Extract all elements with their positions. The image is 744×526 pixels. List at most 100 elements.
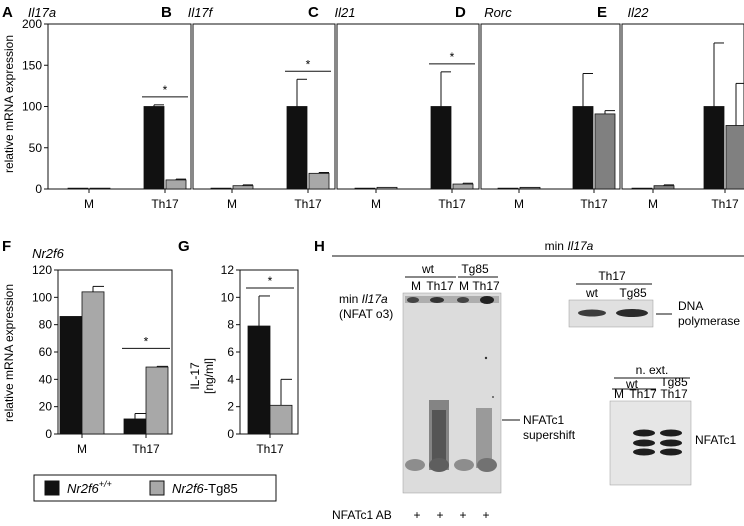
legend-label-wt-gene: Nr2f6 <box>67 481 100 496</box>
bar <box>308 172 330 190</box>
bar <box>247 325 271 435</box>
nfat-blot-lane-1: M <box>614 387 624 401</box>
gel-lane-1: M <box>411 279 421 293</box>
chart-b: M Th17 * <box>192 23 336 211</box>
dna-blot-sublabel: polymerase <box>678 314 740 328</box>
ylabel-a: relative mRNA expression <box>2 35 16 173</box>
dna-blot-header: Th17 <box>598 269 626 283</box>
panel-letter-h: H <box>314 238 325 255</box>
legend: Nr2f6+/+ Nr2f6-Tg85 <box>33 474 277 502</box>
x-tick-label: Th17 <box>151 197 179 211</box>
x-tick-label: M <box>84 197 94 211</box>
y-tick-label: 150 <box>22 58 42 72</box>
ab-mark-3: + <box>459 508 466 522</box>
chart-g: 0 2 4 6 8 10 12 Th17 * <box>221 263 299 456</box>
y-tick-label: 0 <box>35 182 42 196</box>
bar <box>165 179 187 190</box>
y-tick-label: 120 <box>32 263 52 277</box>
bar <box>59 316 83 435</box>
ab-mark-4: + <box>482 508 489 522</box>
title-b: Il17f <box>188 5 214 20</box>
chart-d-frame <box>480 23 621 190</box>
x-tick-label: M <box>371 197 381 211</box>
legend-label-tg: Nr2f6-Tg85 <box>172 481 238 496</box>
gel-lane-4: Th17 <box>472 279 500 293</box>
panel-letters: A B C D E F G H <box>2 4 607 255</box>
significance-star: * <box>268 274 273 288</box>
supershift-label: NFATc1 <box>523 413 564 427</box>
y-tick-label: 10 <box>221 290 235 304</box>
bar <box>725 125 744 190</box>
bar <box>376 186 398 190</box>
gel-group-wt: wt <box>421 262 435 276</box>
title-d: Rorc <box>484 5 512 20</box>
panel-letter-f: F <box>2 238 11 255</box>
significance-star: * <box>144 334 149 348</box>
chart-titles: Il17a Il17f Il21 Rorc Il22 Nr2f6 <box>28 5 649 261</box>
ab-label: NFATc1 AB <box>332 508 392 522</box>
legend-swatch-wt <box>44 480 60 496</box>
x-tick-label: Th17 <box>132 442 160 456</box>
bar <box>452 183 474 190</box>
legend-label-wt-genotype: +/+ <box>99 479 112 489</box>
x-tick-label: Th17 <box>580 197 608 211</box>
gel-probe-sublabel: (NFAT o3) <box>339 307 393 321</box>
significance-star: * <box>450 50 455 64</box>
x-tick-label: M <box>227 197 237 211</box>
y-tick-label: 12 <box>221 263 235 277</box>
chart-c-frame <box>336 23 480 190</box>
panel-letter-a: A <box>2 4 13 21</box>
y-tick-label: 6 <box>227 345 234 359</box>
panel-h-header: min Il17a <box>545 239 594 253</box>
chart-d: M Th17 <box>480 23 621 211</box>
ylabel-f: relative mRNA expression <box>2 284 16 422</box>
x-tick-label: M <box>648 197 658 211</box>
panel-letter-d: D <box>455 4 466 21</box>
panel-h-header-prefix: min <box>545 239 568 253</box>
chart-e-frame <box>621 23 744 190</box>
supershift-sublabel: supershift <box>523 428 576 442</box>
bar <box>354 187 376 190</box>
panel-letter-c: C <box>308 4 319 21</box>
dna-blot-label: DNA <box>678 299 703 313</box>
legend-swatch-tg <box>149 480 165 496</box>
x-tick-label: M <box>77 442 87 456</box>
bar <box>81 291 105 435</box>
bar <box>594 113 616 190</box>
panel-letter-b: B <box>161 4 172 21</box>
panel-h: min Il17a wt Tg85 M Th17 M Th17 min Il17… <box>332 239 744 522</box>
chart-e: M Th17 <box>621 23 744 211</box>
chart-a: 0 50 100 150 200 M Th17 * <box>22 17 192 211</box>
gel-lane-3: M <box>459 279 469 293</box>
title-a: Il17a <box>28 5 56 20</box>
nfat-blot-lane-3: Th17 <box>660 387 688 401</box>
bar <box>572 106 594 190</box>
ab-mark-2: + <box>436 508 443 522</box>
y-tick-label: 80 <box>39 318 53 332</box>
dna-blot-lane-2: Tg85 <box>619 286 647 300</box>
y-tick-label: 50 <box>29 141 43 155</box>
bar <box>703 106 725 190</box>
y-tick-label: 200 <box>22 17 42 31</box>
y-tick-label: 100 <box>22 100 42 114</box>
dna-blot-lane-1: wt <box>585 286 599 300</box>
bar <box>67 187 89 190</box>
bar <box>497 187 519 190</box>
emsa-gel-image <box>402 292 502 494</box>
panel-h-header-gene: Il17a <box>567 239 593 253</box>
bar <box>519 186 541 190</box>
ylabel-g: IL-17 <box>188 362 202 390</box>
dna-polymerase-blot-image <box>568 299 654 328</box>
gel-lane-2: Th17 <box>426 279 454 293</box>
x-tick-label: Th17 <box>438 197 466 211</box>
y-tick-label: 60 <box>39 345 53 359</box>
y-tick-label: 20 <box>39 400 53 414</box>
bar <box>286 106 308 190</box>
title-e: Il22 <box>628 5 650 20</box>
significance-star: * <box>306 57 311 71</box>
y-tick-label: 40 <box>39 372 53 386</box>
y-tick-label: 4 <box>227 372 234 386</box>
nfatc1-blot-image <box>609 400 692 486</box>
bar <box>232 185 254 190</box>
